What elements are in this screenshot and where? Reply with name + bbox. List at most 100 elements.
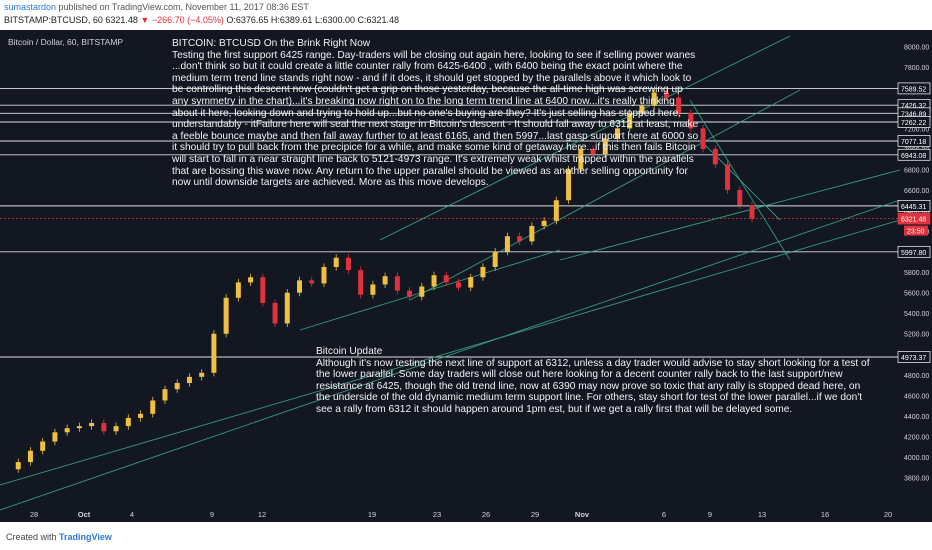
candle-body	[639, 105, 645, 113]
candle-body	[407, 290, 413, 297]
trend-line	[379, 35, 791, 241]
publish-info: sumastardon published on TradingView.com…	[4, 2, 309, 12]
published-text: published on TradingView.com, November 1…	[56, 2, 309, 12]
price-tick-label: 7200.00	[904, 126, 929, 133]
candle-body	[309, 280, 315, 284]
trend-line	[409, 89, 801, 301]
price-tick-label: 4200.00	[904, 434, 929, 441]
price-level-tag: 7077.18	[897, 135, 931, 147]
candle-body	[578, 148, 584, 170]
candle-body	[443, 275, 449, 283]
time-tick-label: Nov	[575, 510, 590, 519]
candle-body	[517, 236, 523, 242]
trend-line	[0, 219, 901, 486]
price-level-tag-box	[897, 135, 931, 147]
candle-body	[394, 276, 400, 291]
price-level-tag-text: 4973.37	[901, 355, 926, 362]
time-tick-label: 4	[130, 510, 134, 519]
candle-body	[431, 275, 437, 287]
candle-body	[602, 138, 608, 155]
time-tick-label: 26	[482, 510, 490, 519]
price-level-tag-box	[897, 116, 931, 128]
created-with: Created with TradingView	[6, 532, 112, 542]
price-level-tag-box	[897, 212, 931, 225]
candle-body	[663, 92, 669, 98]
candle-body	[284, 292, 290, 324]
update-note-body: Although it's now testing the next line …	[316, 357, 870, 415]
tradingview-logo[interactable]: TradingView	[59, 532, 112, 542]
time-tick-label: Oct	[78, 510, 91, 519]
chart-title: Bitcoin / Dollar, 60, BITSTAMP	[8, 37, 123, 47]
analysis-note-title: BITCOIN: BTCUSD On the Brink Right Now	[172, 38, 371, 49]
candle-body	[712, 148, 718, 165]
publisher-link[interactable]: sumastardon	[4, 2, 57, 12]
price-level-tag-box	[897, 245, 931, 258]
time-tick-label: 6	[662, 510, 666, 519]
time-tick-label: 12	[258, 510, 266, 519]
price-tick-label: 4400.00	[904, 414, 929, 421]
candle-body	[700, 128, 706, 149]
candle-body	[492, 251, 498, 267]
price-tick-label: 6800.00	[904, 167, 929, 174]
time-tick-label: 28	[30, 510, 38, 519]
price-level-tag-box	[897, 148, 931, 161]
candle-body	[480, 267, 486, 278]
candle-body	[186, 376, 192, 384]
candle-body	[101, 423, 107, 432]
update-note: Bitcoin Update Although it's now testing…	[316, 346, 874, 416]
time-tick-label: 20	[884, 510, 892, 519]
candle-body	[162, 389, 168, 401]
candle-body	[614, 128, 620, 139]
price-level-tag-text: 7426.32	[901, 103, 926, 110]
candle-body	[15, 462, 21, 470]
trend-line	[299, 249, 561, 331]
price-level-tag: 5997.80	[897, 245, 931, 258]
time-tick-label: 9	[210, 510, 214, 519]
candle-body	[590, 148, 596, 155]
candle-body	[529, 225, 535, 242]
price-level-tag: 6321.48	[897, 212, 931, 225]
candle-body	[76, 426, 82, 429]
countdown-box	[904, 225, 928, 236]
price-level-tag-box	[897, 82, 931, 95]
time-tick-label: 23	[433, 510, 441, 519]
created-with-text: Created with	[6, 532, 57, 542]
trend-lines	[0, 35, 901, 511]
price-level-tag: 7262.22	[897, 116, 931, 128]
price-tick-label: 5600.00	[904, 291, 929, 298]
price-level-tag: 4973.37	[897, 351, 931, 363]
candle-body	[627, 113, 633, 129]
analysis-note: BITCOIN: BTCUSD On the Brink Right Now T…	[172, 38, 700, 189]
candle-body	[455, 282, 461, 288]
candle-body	[737, 190, 743, 206]
price-level-tag-box	[897, 200, 931, 212]
price-chart[interactable]: 3800.00 4000.00 4200.00 4400.00 4600.00 4800.…	[0, 30, 932, 522]
price-level-tag: 6445.31	[897, 200, 931, 212]
price-tick-label: 8000.00	[904, 44, 929, 51]
price-level-tag-text: 5997.80	[901, 250, 926, 257]
price-tick-label: 7800.00	[904, 65, 929, 72]
price-tick-label: 3800.00	[904, 475, 929, 482]
candle-body	[333, 257, 339, 267]
candle-body	[174, 383, 180, 390]
ohlc-readout: BITSTAMP:BTCUSD, 60 6321.48 ▼ −266.70 (−…	[4, 15, 399, 25]
trend-line	[0, 199, 901, 511]
countdown-text: 23:50	[907, 229, 925, 236]
candle-body	[211, 333, 217, 373]
price-level-tag: 6943.08	[897, 148, 931, 161]
price-level-tag-text: 7262.22	[901, 120, 926, 127]
symbol-line: BITSTAMP:BTCUSD, 60 6321.48	[4, 15, 138, 25]
time-tick-label: 19	[368, 510, 376, 519]
candle-body	[651, 92, 657, 106]
trend-line	[559, 169, 901, 261]
price-level-tag-text: 7077.18	[901, 139, 926, 146]
candle-body	[382, 276, 388, 285]
candle-body	[297, 280, 303, 293]
candle-body	[272, 302, 278, 324]
candle-body	[541, 220, 547, 226]
candle-body	[358, 270, 364, 295]
candle-body	[235, 282, 241, 298]
candle-body	[321, 267, 327, 284]
price-level-tag-box	[897, 351, 931, 363]
candle-body	[27, 450, 33, 463]
